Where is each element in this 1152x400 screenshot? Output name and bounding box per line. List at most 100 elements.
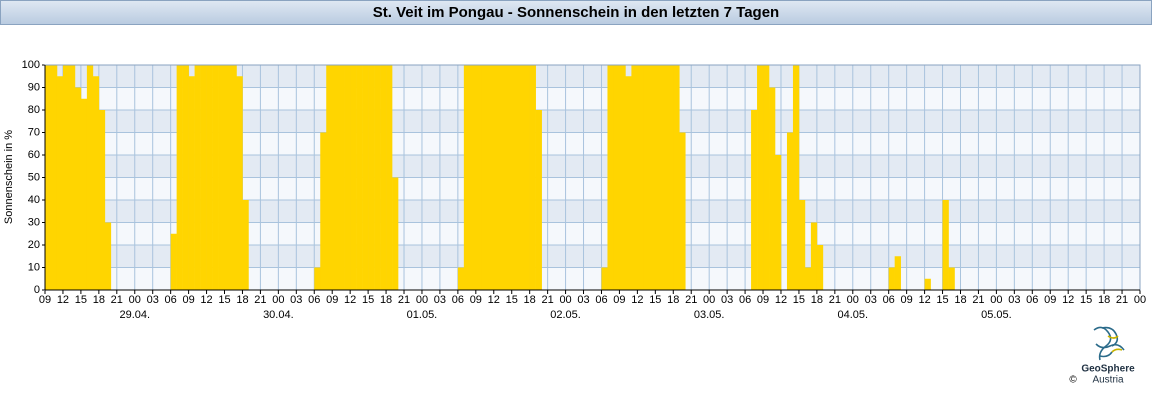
x-tick-label: 00 [272,294,284,306]
bar [362,65,369,290]
x-tick-label: 21 [685,294,697,306]
x-tick-label: 06 [165,294,177,306]
x-tick-label: 18 [236,294,248,306]
bar [804,267,812,290]
band [45,87,1140,110]
x-tick-label: 21 [541,294,553,306]
x-tick-label: 21 [829,294,841,306]
bar [948,267,955,290]
bar [679,132,686,290]
x-tick-label: 15 [362,294,374,306]
x-tick-label: 00 [847,294,859,306]
bar [392,177,399,290]
bar [368,65,375,290]
bar [631,65,638,290]
y-tick-label: 70 [28,126,40,138]
bar [350,65,357,290]
logo-name: GeoSphere [1081,364,1135,375]
bar [625,76,632,290]
logo-accent [1107,335,1123,353]
y-tick-label: 30 [28,216,40,228]
x-date-label: 29.04. [119,309,150,321]
bar [320,132,327,290]
x-tick-label: 06 [308,294,320,306]
bar [206,65,213,290]
x-tick-label: 06 [739,294,751,306]
bar [481,65,489,290]
bar [356,65,363,290]
x-tick-label: 00 [129,294,141,306]
x-tick-label: 15 [506,294,518,306]
x-tick-label: 21 [972,294,984,306]
bar [505,65,513,290]
bar [236,76,243,290]
bar [68,65,76,290]
x-tick-label: 12 [631,294,643,306]
logo: GeoSphere Austria © [1069,326,1135,386]
x-tick-label: 12 [488,294,500,306]
x-tick-label: 15 [936,294,948,306]
x-tick-label: 03 [577,294,589,306]
bar [338,65,345,290]
y-tick-label: 100 [22,59,40,71]
bar [332,65,339,290]
bar [810,222,818,290]
bar [924,278,931,290]
copyright: © [1069,375,1077,386]
x-tick-label: 12 [344,294,356,306]
bar [74,87,82,290]
bar [104,222,112,290]
y-tick-label: 10 [28,261,40,273]
x-tick-label: 18 [667,294,679,306]
y-tick-label: 80 [28,104,40,116]
band [45,132,1140,155]
bar [463,65,471,290]
bar [798,200,806,290]
x-tick-label: 03 [434,294,446,306]
x-tick-label: 21 [254,294,266,306]
header-bar [0,0,1152,25]
bar [655,65,662,290]
bar [775,155,782,290]
bar [80,98,88,290]
x-tick-label: 09 [901,294,913,306]
bar [50,65,58,290]
x-tick-label: 12 [1062,294,1074,306]
x-tick-label: 18 [524,294,536,306]
x-tick-label: 09 [326,294,338,306]
bar [62,65,70,290]
x-tick-label: 15 [1080,294,1092,306]
band [45,110,1140,133]
y-tick-label: 40 [28,194,40,206]
bar [529,65,536,290]
x-tick-label: 15 [218,294,230,306]
bar [212,65,219,290]
bar [314,267,321,290]
bar [637,65,644,290]
bar [218,65,225,290]
x-tick-label: 03 [1008,294,1020,306]
x-tick-label: 00 [1134,294,1146,306]
bar [374,65,381,290]
x-tick-label: 03 [865,294,877,306]
bar [792,65,800,290]
x-tick-label: 18 [811,294,823,306]
bar [200,65,207,290]
bar [619,65,626,290]
y-tick-label: 60 [28,149,40,161]
bar [661,65,668,290]
bar [242,200,249,290]
y-tick-label: 0 [34,284,40,296]
bar [326,65,333,290]
band [45,222,1140,245]
background-bands [45,65,1140,290]
bar [649,65,656,290]
axes: 0 10 20 30 40 50 60 70 80 90 100 09 12 15 18 21 00 29.04.… [22,59,1146,321]
bar [45,65,52,290]
x-tick-label: 09 [470,294,482,306]
x-tick-label: 06 [595,294,607,306]
chart-title: St. Veit im Pongau - Sonnenschein in den… [373,4,779,21]
x-tick-label: 15 [649,294,661,306]
x-tick-label: 12 [775,294,787,306]
